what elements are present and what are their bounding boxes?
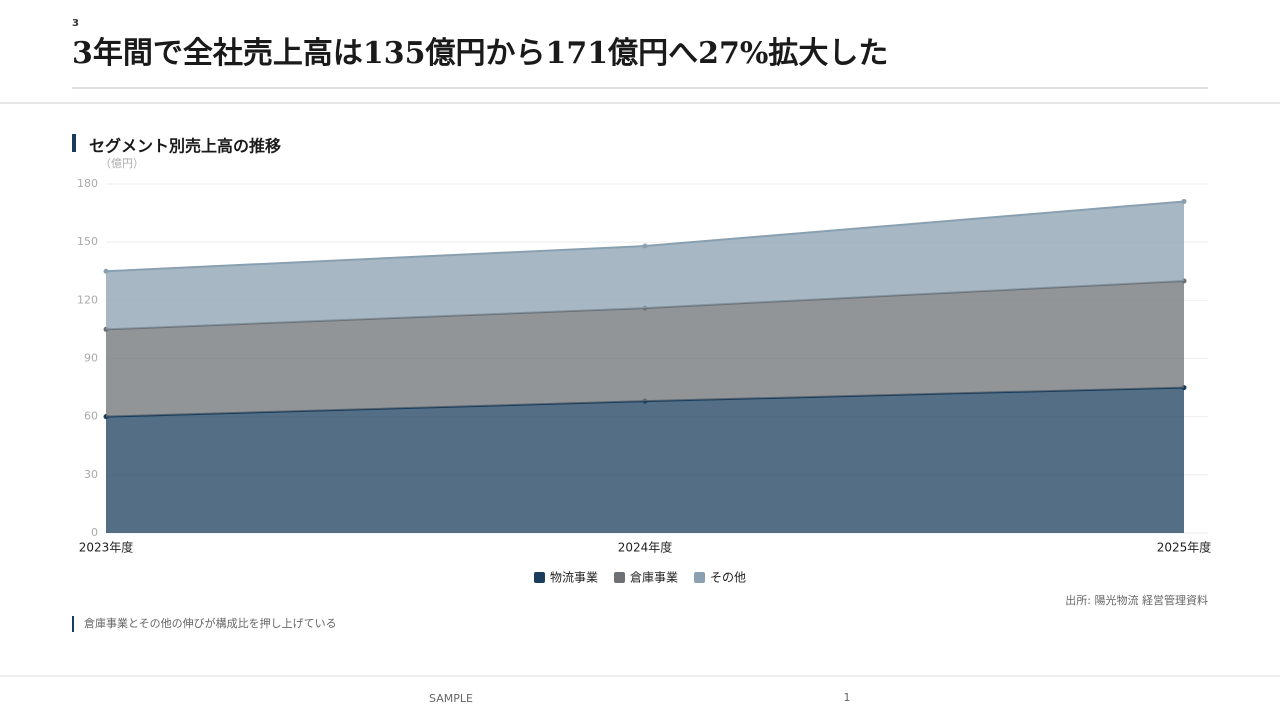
point <box>1181 198 1187 204</box>
page-number: 3 <box>72 18 79 29</box>
note: 倉庫事業とその他の伸びが構成比を押し上げている <box>84 616 337 630</box>
x-tick-label: 2025年度 <box>1157 541 1212 555</box>
y-tick-label: 30 <box>84 468 98 481</box>
y-tick-label: 0 <box>91 526 98 539</box>
slide-title: 3年間で全社売上高は135億円から171億円へ27%拡大した <box>72 36 888 71</box>
point <box>642 243 648 249</box>
x-tick-label: 2023年度 <box>79 541 134 555</box>
legend-swatch <box>613 572 625 583</box>
y-axis-unit: （億円） <box>100 157 144 170</box>
y-tick-label: 150 <box>77 235 98 248</box>
chart-title: セグメント別売上高の推移 <box>89 137 281 156</box>
x-tick-label: 2024年度 <box>618 541 673 555</box>
area <box>106 280 1184 417</box>
legend: 物流事業 倉庫事業 その他 <box>533 571 746 585</box>
note-bar <box>72 616 74 632</box>
legend-swatch <box>533 572 545 583</box>
legend-label: 物流事業 <box>550 571 598 585</box>
y-tick-label: 180 <box>77 177 98 190</box>
y-tick-label: 120 <box>77 293 98 306</box>
footer-page: 1 <box>844 691 851 704</box>
section-bar <box>72 134 76 152</box>
source: 出所: 陽光物流 経営管理資料 <box>1065 593 1208 607</box>
area <box>106 201 1184 330</box>
y-tick-label: 90 <box>84 352 98 365</box>
point <box>103 268 109 274</box>
footer-label: SAMPLE <box>429 692 473 705</box>
area <box>106 387 1184 533</box>
legend-label: その他 <box>710 571 746 585</box>
legend-swatch <box>694 572 706 583</box>
legend-label: 倉庫事業 <box>630 571 678 585</box>
y-tick-label: 60 <box>84 410 98 423</box>
